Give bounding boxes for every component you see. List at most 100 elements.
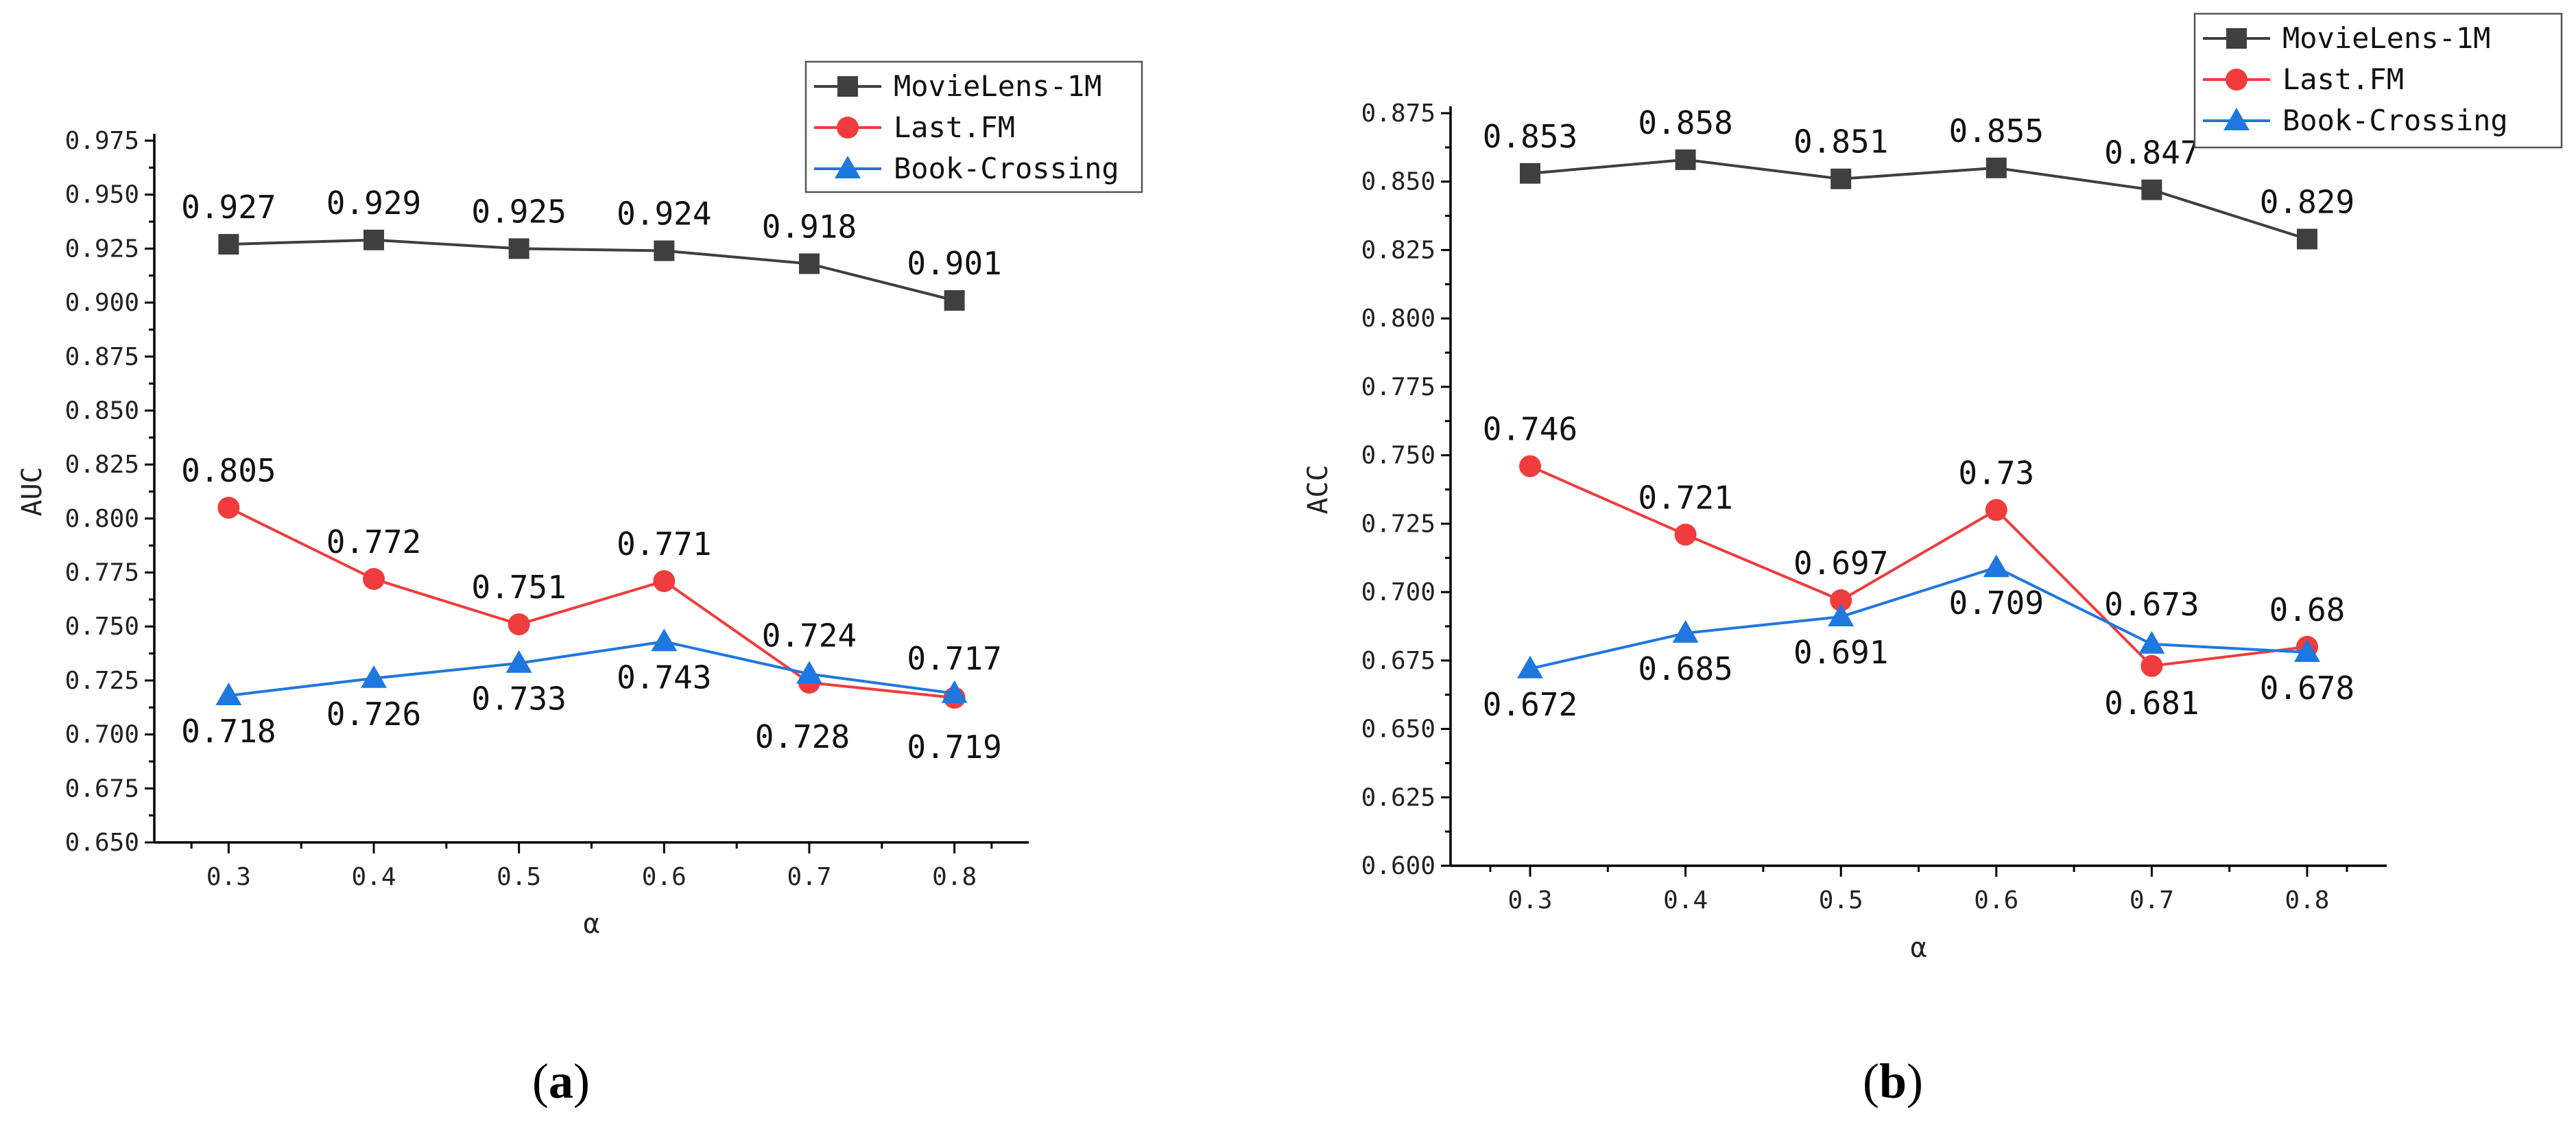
data-label: 0.73 [1958, 454, 2034, 491]
data-label: 0.717 [907, 640, 1001, 677]
legend-marker [2223, 108, 2250, 130]
data-label: 0.751 [471, 569, 566, 606]
y-tick-label: 0.700 [1361, 578, 1435, 606]
data-point-marker [217, 497, 240, 519]
data-point-marker [1517, 655, 1544, 678]
legend-marker [837, 117, 859, 139]
y-tick-label: 0.800 [1361, 305, 1435, 333]
data-point-marker [508, 238, 529, 259]
series-line [1529, 158, 2308, 241]
x-axis-label: α [583, 908, 599, 940]
y-tick-label: 0.650 [65, 829, 139, 857]
data-label: 0.697 [1793, 545, 1888, 582]
data-label: 0.855 [1949, 113, 2044, 150]
data-label: 0.718 [181, 713, 276, 750]
data-label: 0.901 [907, 245, 1001, 282]
x-tick-label: 0.8 [932, 863, 977, 891]
y-tick-label: 0.975 [65, 127, 139, 155]
legend-entry: Book-Crossing [894, 152, 1119, 185]
y-tick-label: 0.900 [65, 289, 139, 317]
data-label: 0.719 [907, 729, 1001, 766]
data-point-marker [363, 567, 385, 590]
data-label: 0.851 [1793, 123, 1888, 161]
series-last-fm: 0.746 0.721 0.697 0.73 0.681 0.68 [1483, 411, 2346, 722]
data-label: 0.853 [1483, 118, 1577, 155]
y-tick-label: 0.775 [1361, 373, 1435, 401]
series-line [228, 506, 955, 700]
y-axis-label: ACC [1302, 464, 1334, 514]
series-line [1529, 464, 2308, 667]
panel-caption: (a) [532, 1054, 590, 1109]
x-axis-label: α [1910, 932, 1927, 964]
data-point-marker [2140, 654, 2163, 677]
data-label: 0.728 [755, 718, 850, 755]
data-label: 0.743 [617, 659, 711, 696]
data-label: 0.726 [326, 696, 421, 733]
data-point-marker [796, 661, 822, 684]
legend: MovieLens-1M Last.FM Book-Crossing [2193, 12, 2563, 149]
data-label: 0.927 [181, 189, 276, 226]
data-label: 0.771 [617, 525, 711, 563]
y-tick-label: 0.875 [65, 343, 139, 371]
y-tick-label: 0.625 [1361, 783, 1435, 812]
y-tick-label: 0.825 [1361, 236, 1435, 264]
x-tick-label: 0.6 [1974, 886, 2018, 914]
data-point-marker [1672, 619, 1699, 643]
data-label: 0.925 [471, 193, 566, 230]
data-label: 0.772 [326, 523, 421, 560]
data-label: 0.685 [1638, 650, 1732, 687]
data-point-marker [944, 289, 965, 311]
data-label: 0.678 [2260, 670, 2354, 707]
data-label: 0.672 [1483, 686, 1577, 723]
data-label: 0.681 [2104, 685, 2199, 722]
y-tick-label: 0.825 [65, 451, 139, 479]
data-label: 0.691 [1793, 634, 1888, 671]
data-point-marker [215, 682, 242, 705]
y-tick-label: 0.850 [65, 397, 139, 425]
data-point-marker [2138, 630, 2165, 654]
data-point-marker [508, 613, 530, 636]
data-point-marker [1830, 589, 1852, 612]
data-point-marker [1674, 523, 1697, 546]
legend-marker [835, 156, 861, 178]
data-label: 0.858 [1638, 104, 1732, 141]
y-tick-label: 0.800 [65, 505, 139, 533]
x-tick-label: 0.7 [2130, 886, 2174, 914]
panel-caption: (b) [1863, 1054, 1923, 1109]
y-axis-label: AUC [16, 466, 48, 516]
panel-a-auc-chart: 0.650 0.675 0.700 0.725 0.750 0.775 0.800 0.825… [16, 60, 1143, 1109]
data-label: 0.68 [2269, 591, 2346, 628]
x-tick-label: 0.3 [1508, 886, 1553, 914]
data-point-marker [2141, 179, 2162, 200]
legend-entry: MovieLens-1M [894, 69, 1101, 103]
data-point-marker [941, 680, 968, 703]
series-movielens-1m: 0.853 0.858 0.851 0.855 0.847 0.829 [1483, 104, 2354, 250]
y-tick-label: 0.700 [65, 721, 139, 749]
data-label: 0.746 [1483, 411, 1577, 448]
data-label: 0.673 [2104, 586, 2199, 623]
data-point-marker [1828, 603, 1855, 626]
x-tick-label: 0.4 [1663, 886, 1708, 914]
data-point-marker [654, 240, 675, 261]
data-point-marker [361, 665, 387, 688]
data-point-marker [1519, 455, 1542, 477]
series-book-crossing: 0.718 0.726 0.733 0.743 0.724 0.717 [181, 617, 1002, 749]
y-tick-label: 0.600 [1361, 852, 1435, 880]
legend-entry: Last.FM [2282, 62, 2404, 96]
x-tick-label: 0.8 [2285, 886, 2329, 914]
y-tick-label: 0.650 [1361, 716, 1435, 744]
series-line [228, 238, 955, 302]
data-label: 0.721 [1638, 479, 1732, 516]
data-label: 0.847 [2104, 134, 2199, 172]
y-tick-label: 0.850 [1361, 168, 1435, 196]
data-point-marker [1675, 149, 1696, 170]
y-tick-label: 0.750 [1361, 442, 1435, 470]
data-point-marker [363, 229, 385, 250]
x-tick-label: 0.3 [206, 863, 251, 891]
series-line [228, 640, 955, 697]
data-label: 0.709 [1949, 584, 2044, 622]
series-book-crossing: 0.672 0.685 0.691 0.709 0.673 0.678 [1483, 554, 2354, 723]
data-point-marker [1520, 163, 1541, 184]
y-tick-label: 0.750 [65, 613, 139, 641]
